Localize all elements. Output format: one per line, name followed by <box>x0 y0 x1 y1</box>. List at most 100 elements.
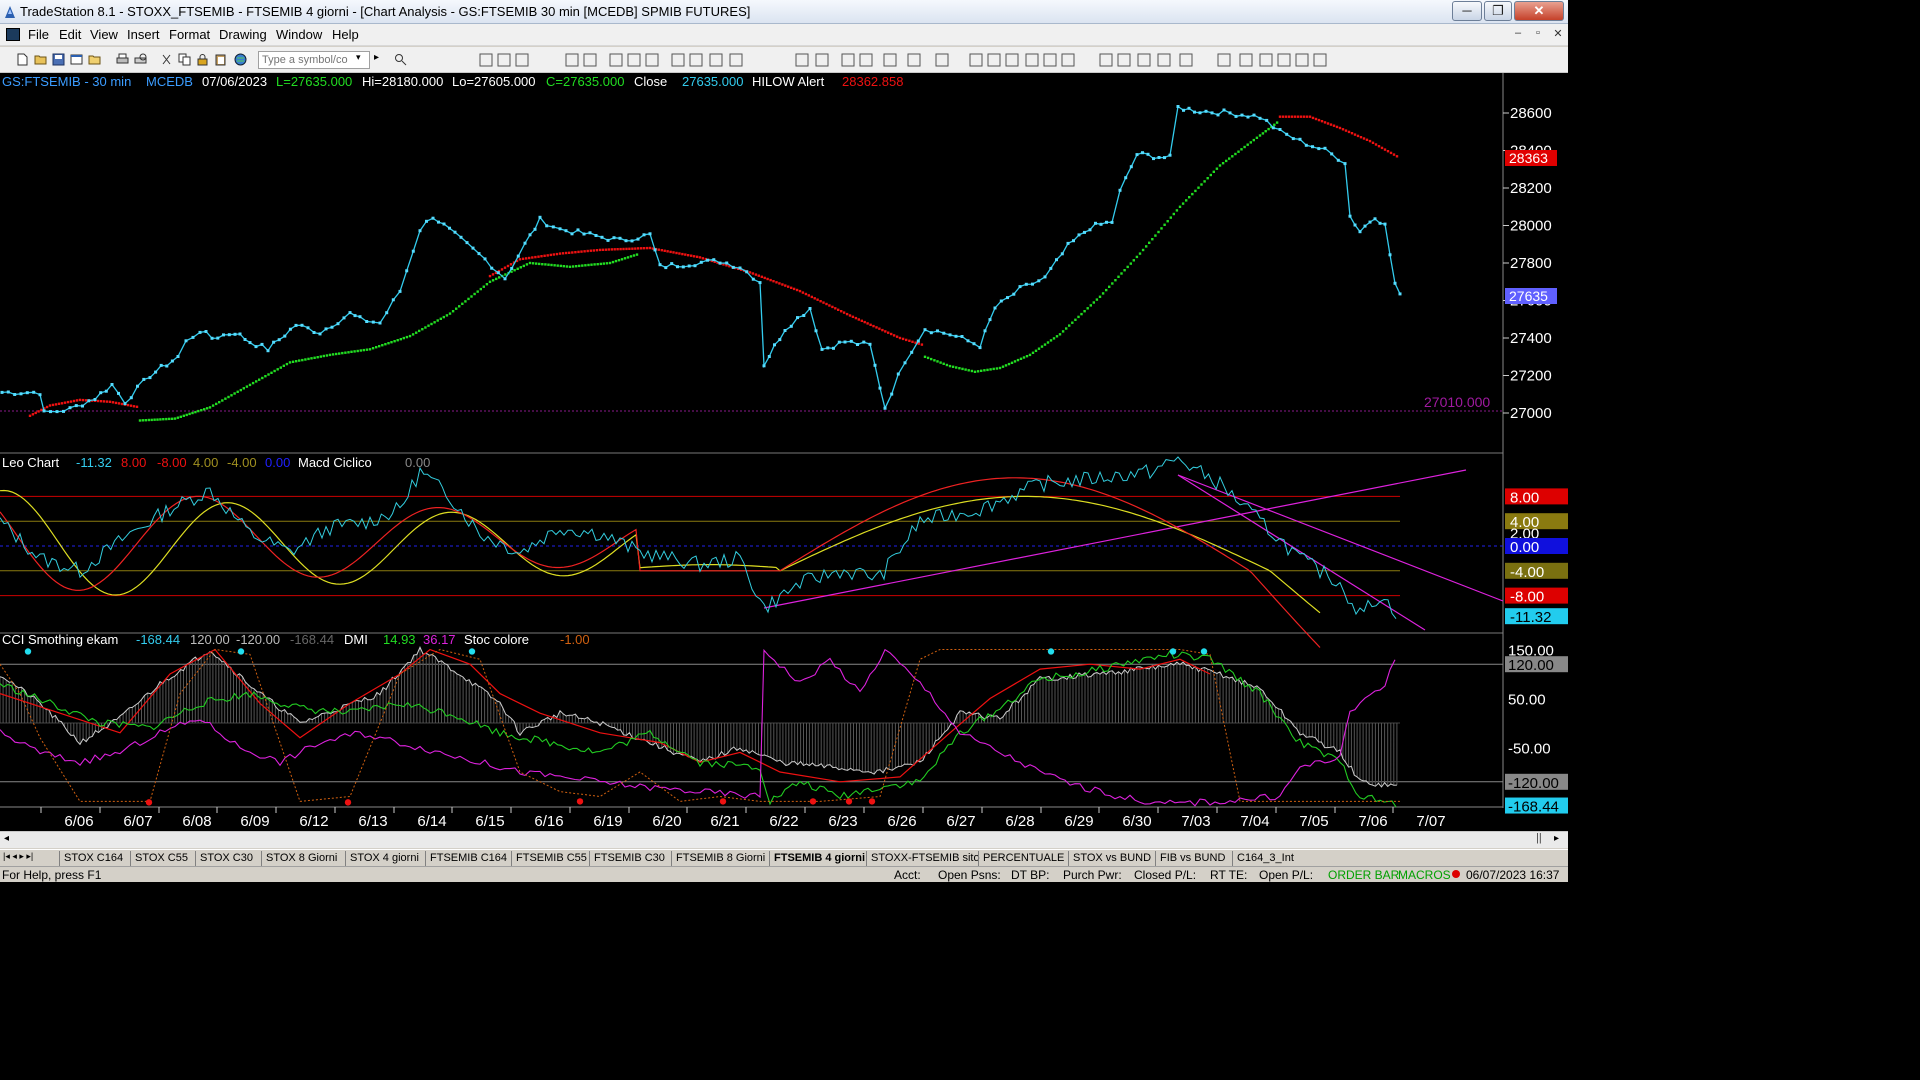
mdi-restore-button[interactable]: ▫ <box>1536 27 1540 39</box>
print-preview-icon[interactable] <box>134 53 147 66</box>
tab-item[interactable]: FTSEMIB 4 giorni <box>774 852 866 864</box>
close-button[interactable]: ✕ <box>1514 1 1564 21</box>
maximize-button[interactable]: ❐ <box>1484 1 1512 21</box>
menu-file[interactable]: File <box>28 27 49 42</box>
price-point <box>1323 146 1327 150</box>
tab-item[interactable]: FTSEMIB C55 <box>516 852 587 864</box>
text-icon[interactable] <box>1313 53 1327 67</box>
ellipse-icon[interactable] <box>1137 53 1151 67</box>
open-icon[interactable] <box>34 53 47 66</box>
tab-item[interactable]: FIB vs BUND <box>1160 852 1226 864</box>
tab-item[interactable]: STOX C30 <box>200 852 253 864</box>
tab-item[interactable]: STOX C55 <box>135 852 188 864</box>
arc-icon[interactable] <box>1157 53 1171 67</box>
lines-icon[interactable] <box>1005 53 1019 67</box>
tab-nav-first-icon[interactable]: |◂ ◂ ▸ ▸| <box>3 851 34 861</box>
scroll-left-icon[interactable]: ◂ <box>4 833 10 844</box>
arrow-icon[interactable] <box>565 53 579 67</box>
channel-icon[interactable] <box>1061 53 1075 67</box>
horizontal-scrollbar[interactable]: ◂ || ▸ <box>0 831 1568 848</box>
hilow-resistance-dot <box>681 252 684 256</box>
matrix-icon[interactable] <box>689 53 703 67</box>
scroll-right-icon[interactable]: ▸ <box>1554 833 1560 844</box>
symbol-lookup-icon[interactable] <box>394 53 407 66</box>
zoom-in-icon[interactable] <box>795 53 809 67</box>
cursor-icon[interactable] <box>841 53 855 67</box>
hline-icon[interactable] <box>1025 53 1039 67</box>
down-arrow-icon[interactable] <box>1239 53 1253 67</box>
tab-item[interactable]: PERCENTUALE <box>983 852 1065 864</box>
price-point <box>1118 188 1122 192</box>
curve-icon[interactable] <box>1217 53 1231 67</box>
hilow-support-dot <box>1151 238 1154 241</box>
tab-item[interactable]: FTSEMIB C30 <box>594 852 665 864</box>
go-arrow-icon[interactable]: ▸ <box>374 52 380 63</box>
crosshair-icon[interactable] <box>859 53 873 67</box>
minimize-button[interactable]: ─ <box>1452 1 1482 21</box>
symbol-input[interactable] <box>258 51 370 69</box>
hub-icon[interactable] <box>709 53 723 67</box>
tab-item[interactable]: FTSEMIB C164 <box>430 852 508 864</box>
bars-icon[interactable] <box>987 53 1001 67</box>
circle-icon[interactable] <box>1277 53 1291 67</box>
save-icon[interactable] <box>52 53 65 66</box>
mdi-minimize-button[interactable]: – <box>1514 27 1522 39</box>
tab-item[interactable]: STOX 8 Giorni <box>266 852 338 864</box>
hilow-support-dot <box>1194 189 1197 193</box>
scroll-thumb[interactable]: || <box>1536 832 1542 844</box>
hilow-support-dot <box>593 263 596 266</box>
tab-item[interactable]: STOX vs BUND <box>1073 852 1152 864</box>
lock-icon[interactable] <box>196 53 209 66</box>
menu-view[interactable]: View <box>90 27 118 42</box>
hilow-support-dot <box>620 258 624 261</box>
menu-help[interactable]: Help <box>332 27 359 42</box>
tool-icon[interactable] <box>883 53 897 67</box>
chart-window-icon[interactable] <box>6 28 20 41</box>
layout-icon[interactable] <box>907 53 921 67</box>
tab-item[interactable]: STOX C164 <box>64 852 124 864</box>
square-icon[interactable] <box>1295 53 1309 67</box>
symbol-dropdown-icon[interactable]: ▾ <box>356 52 361 62</box>
zoom-out-icon[interactable] <box>815 53 829 67</box>
folder-icon[interactable] <box>88 53 101 66</box>
workspace-icon[interactable] <box>70 53 83 66</box>
workspace-icon[interactable] <box>609 53 623 67</box>
cut-icon[interactable] <box>160 53 173 66</box>
menu-format[interactable]: Format <box>169 27 211 42</box>
chart-canvas[interactable]: GS:FTSEMIB - 30 min MCEDB 07/06/2023 L=2… <box>0 73 1568 831</box>
paste-icon[interactable] <box>214 53 227 66</box>
order-bar-button[interactable]: ORDER BAR <box>1328 868 1400 882</box>
price-point <box>773 343 776 347</box>
menu-window[interactable]: Window <box>276 27 323 42</box>
menu-insert[interactable]: Insert <box>127 27 160 42</box>
grid-icon[interactable] <box>515 53 529 67</box>
bar-icon[interactable] <box>497 53 511 67</box>
radar-icon[interactable] <box>671 53 685 67</box>
macros-button[interactable]: MACROS <box>1398 868 1451 882</box>
parallel-icon[interactable] <box>1099 53 1113 67</box>
clock-icon[interactable] <box>729 53 743 67</box>
mdi-close-button[interactable]: ✕ <box>1553 28 1563 40</box>
chart-type-icon[interactable] <box>479 53 493 67</box>
tab-item[interactable]: FTSEMIB 8 Giorni <box>676 852 766 864</box>
tile-icon[interactable] <box>627 53 641 67</box>
tab-item[interactable]: STOX 4 giorni <box>350 852 419 864</box>
arrow-icon[interactable] <box>1117 53 1131 67</box>
menu-edit[interactable]: Edit <box>59 27 82 42</box>
trend-icon[interactable] <box>969 53 983 67</box>
up-arrow-icon[interactable] <box>1259 53 1273 67</box>
copy-icon[interactable] <box>178 53 191 66</box>
date-axis-label: 7/05 <box>1299 813 1328 830</box>
fan-icon[interactable] <box>1043 53 1057 67</box>
refresh-icon[interactable] <box>583 53 597 67</box>
copy-icon[interactable] <box>935 53 949 67</box>
tab-item[interactable]: C164_3_Int <box>1237 852 1294 864</box>
print-icon[interactable] <box>116 53 129 66</box>
pen-icon[interactable] <box>1179 53 1193 67</box>
tab-item[interactable]: STOXX-FTSEMIB sito <box>871 852 980 864</box>
new-icon[interactable] <box>16 53 29 66</box>
menu-drawing[interactable]: Drawing <box>219 27 267 42</box>
scan-icon[interactable] <box>645 53 659 67</box>
globe-icon[interactable] <box>234 53 247 66</box>
chart-analysis-window[interactable]: GS:FTSEMIB - 30 min MCEDB 07/06/2023 L=2… <box>0 73 1568 831</box>
